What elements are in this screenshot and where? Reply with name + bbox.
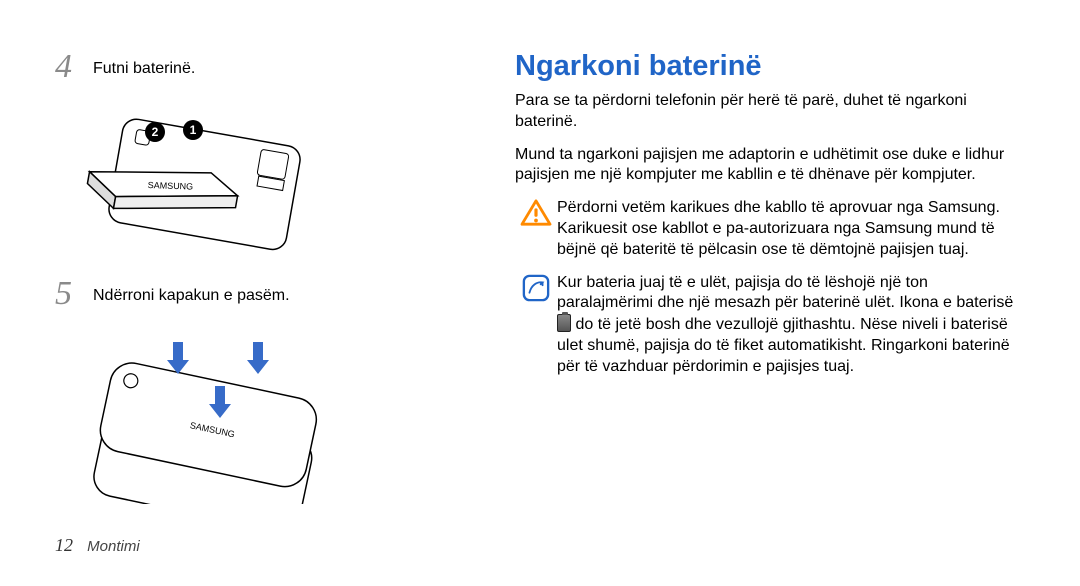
step-5-text: Ndërroni kapakun e pasëm. [93,277,290,305]
section-name: Montimi [87,538,140,555]
note-icon [515,273,557,302]
step-4-number: 4 [55,50,87,84]
note-text: Kur bateria juaj të e ulët, pajisja do t… [557,273,1025,378]
warning-icon [515,198,557,227]
warning-text: Përdorni vetëm karikues dhe kabllo të ap… [557,198,1025,260]
step-5-number: 5 [55,277,87,311]
right-column: Ngarkoni baterinë Para se ta përdorni te… [495,50,1025,556]
step-4: 4 Futni baterinë. [55,50,475,84]
paragraph-1: Para se ta përdorni telefonin për herë t… [515,91,1025,133]
battery-insert-diagram: SAMSUNG 1 2 [55,97,355,257]
note-text-pre: Kur bateria juaj të e ulët, pajisja do t… [557,274,1013,312]
step-4-text: Futni baterinë. [93,50,195,78]
step-5: 5 Ndërroni kapakun e pasëm. [55,277,475,311]
note-block: Kur bateria juaj të e ulët, pajisja do t… [515,273,1025,378]
paragraph-2: Mund ta ngarkoni pajisjen me adaptorin e… [515,145,1025,187]
left-column: 4 Futni baterinë. SAMSUNG 1 2 5 Ndërroni… [55,50,495,556]
svg-text:1: 1 [190,123,197,137]
svg-text:2: 2 [152,125,159,139]
page-footer: 12 Montimi [55,535,140,556]
page-number: 12 [55,535,73,555]
note-text-post: do të jetë bosh dhe vezullojë gjithashtu… [557,316,1010,375]
warning-block: Përdorni vetëm karikues dhe kabllo të ap… [515,198,1025,260]
back-cover-diagram: SAMSUNG [55,324,355,504]
battery-icon [557,314,571,332]
section-heading: Ngarkoni baterinë [515,50,1025,83]
svg-text:SAMSUNG: SAMSUNG [148,180,194,192]
